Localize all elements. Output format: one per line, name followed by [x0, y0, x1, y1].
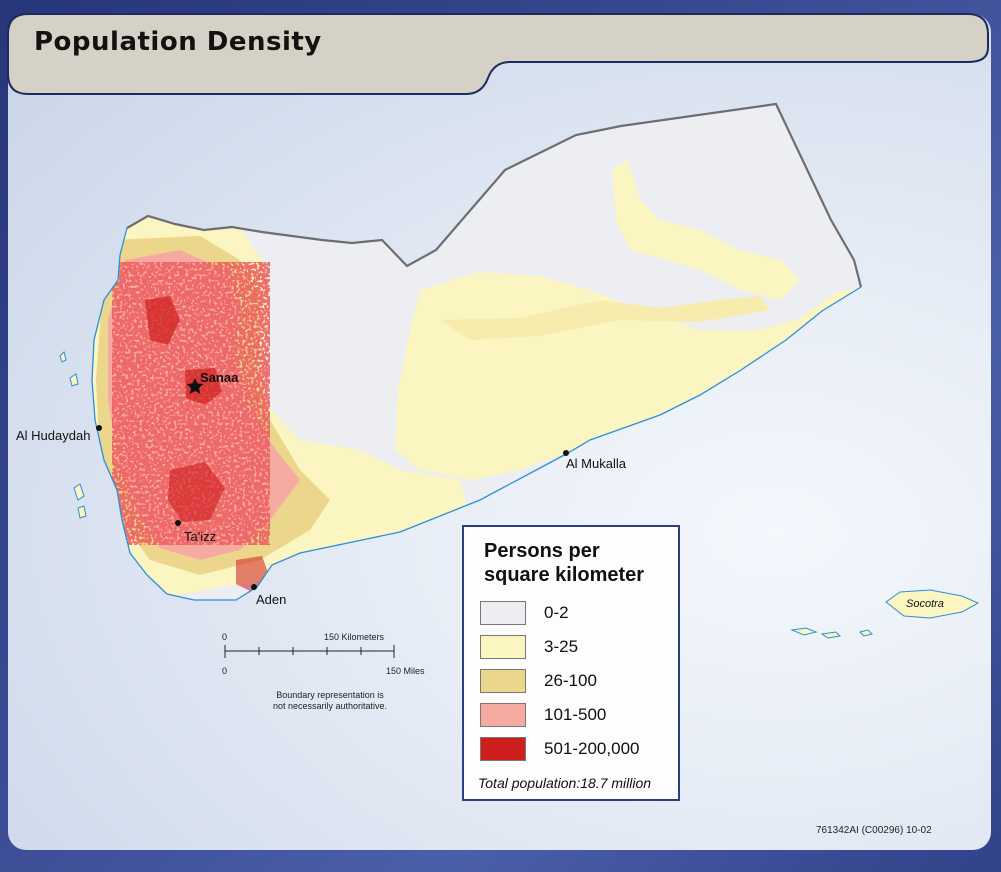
island-7 — [77, 505, 87, 519]
legend-item-501-200000: 501-200,000 — [480, 737, 670, 763]
socotra-label: Socotra — [906, 598, 944, 610]
legend-label: 0-2 — [544, 603, 569, 622]
density-zone-501-plus-sanaa — [185, 368, 222, 405]
density-zone-3-25-wadi — [440, 296, 770, 340]
aden-dot-icon — [251, 584, 257, 590]
islands — [59, 351, 980, 639]
island-1 — [790, 627, 818, 636]
legend-total-population: Total population:18.7 million — [478, 775, 652, 791]
density-zone-501-plus-north — [145, 296, 180, 345]
legend: Persons per square kilometer 0-2 3-25 26… — [462, 525, 680, 801]
legend-label: 501-200,000 — [544, 739, 640, 758]
al-mukalla-label: Al Mukalla — [566, 456, 626, 471]
legend-swatch — [480, 669, 526, 693]
island-3 — [859, 629, 873, 637]
legend-swatch — [480, 737, 526, 761]
legend-label: 101-500 — [544, 705, 607, 724]
legend-item-26-100: 26-100 — [480, 669, 670, 695]
title-tab-shape — [7, 13, 989, 95]
island-2 — [820, 631, 842, 639]
coastline — [91, 227, 862, 601]
scale-bar — [224, 645, 395, 658]
density-zone-501-plus-taizz — [168, 462, 225, 522]
sanaa-capital-star-icon — [186, 378, 204, 394]
taizz-dot-icon — [175, 520, 181, 526]
map-title: Population Density — [34, 27, 322, 57]
aden-label: Aden — [256, 592, 287, 607]
legend-title: Persons per square kilometer — [484, 540, 645, 586]
taizz-label: Ta'izz — [184, 529, 217, 544]
legend-label: 26-100 — [544, 671, 597, 690]
socotra-island — [885, 589, 980, 619]
island-6 — [73, 483, 85, 501]
al-hudaydah-dot-icon — [96, 425, 102, 431]
scale-mi-label: 150 Miles — [386, 666, 425, 676]
density-zone-3-25-north — [612, 160, 800, 300]
legend-swatch — [480, 703, 526, 727]
legend-label: 3-25 — [544, 637, 579, 656]
al-mukalla-dot-icon — [563, 450, 569, 456]
island-4 — [59, 351, 67, 363]
legend-item-101-500: 101-500 — [480, 703, 670, 729]
legend-item-3-25: 3-25 — [480, 635, 670, 661]
international-border — [126, 102, 863, 288]
boundary-note: Boundary representation is not necessari… — [272, 690, 388, 711]
scale-km-label: 150 Kilometers — [324, 632, 385, 642]
legend-swatch — [480, 635, 526, 659]
legend-swatch — [480, 601, 526, 625]
scale-km-zero: 0 — [222, 632, 228, 642]
island-5 — [69, 373, 79, 387]
al-hudaydah-label: Al Hudaydah — [16, 428, 91, 443]
map-code: 761342AI (C00296) 10-02 — [816, 825, 932, 836]
sanaa-label: Sanaa — [200, 370, 239, 385]
legend-item-0-2: 0-2 — [480, 601, 670, 627]
scale-mi-zero: 0 — [222, 666, 228, 676]
density-layers — [92, 160, 861, 600]
